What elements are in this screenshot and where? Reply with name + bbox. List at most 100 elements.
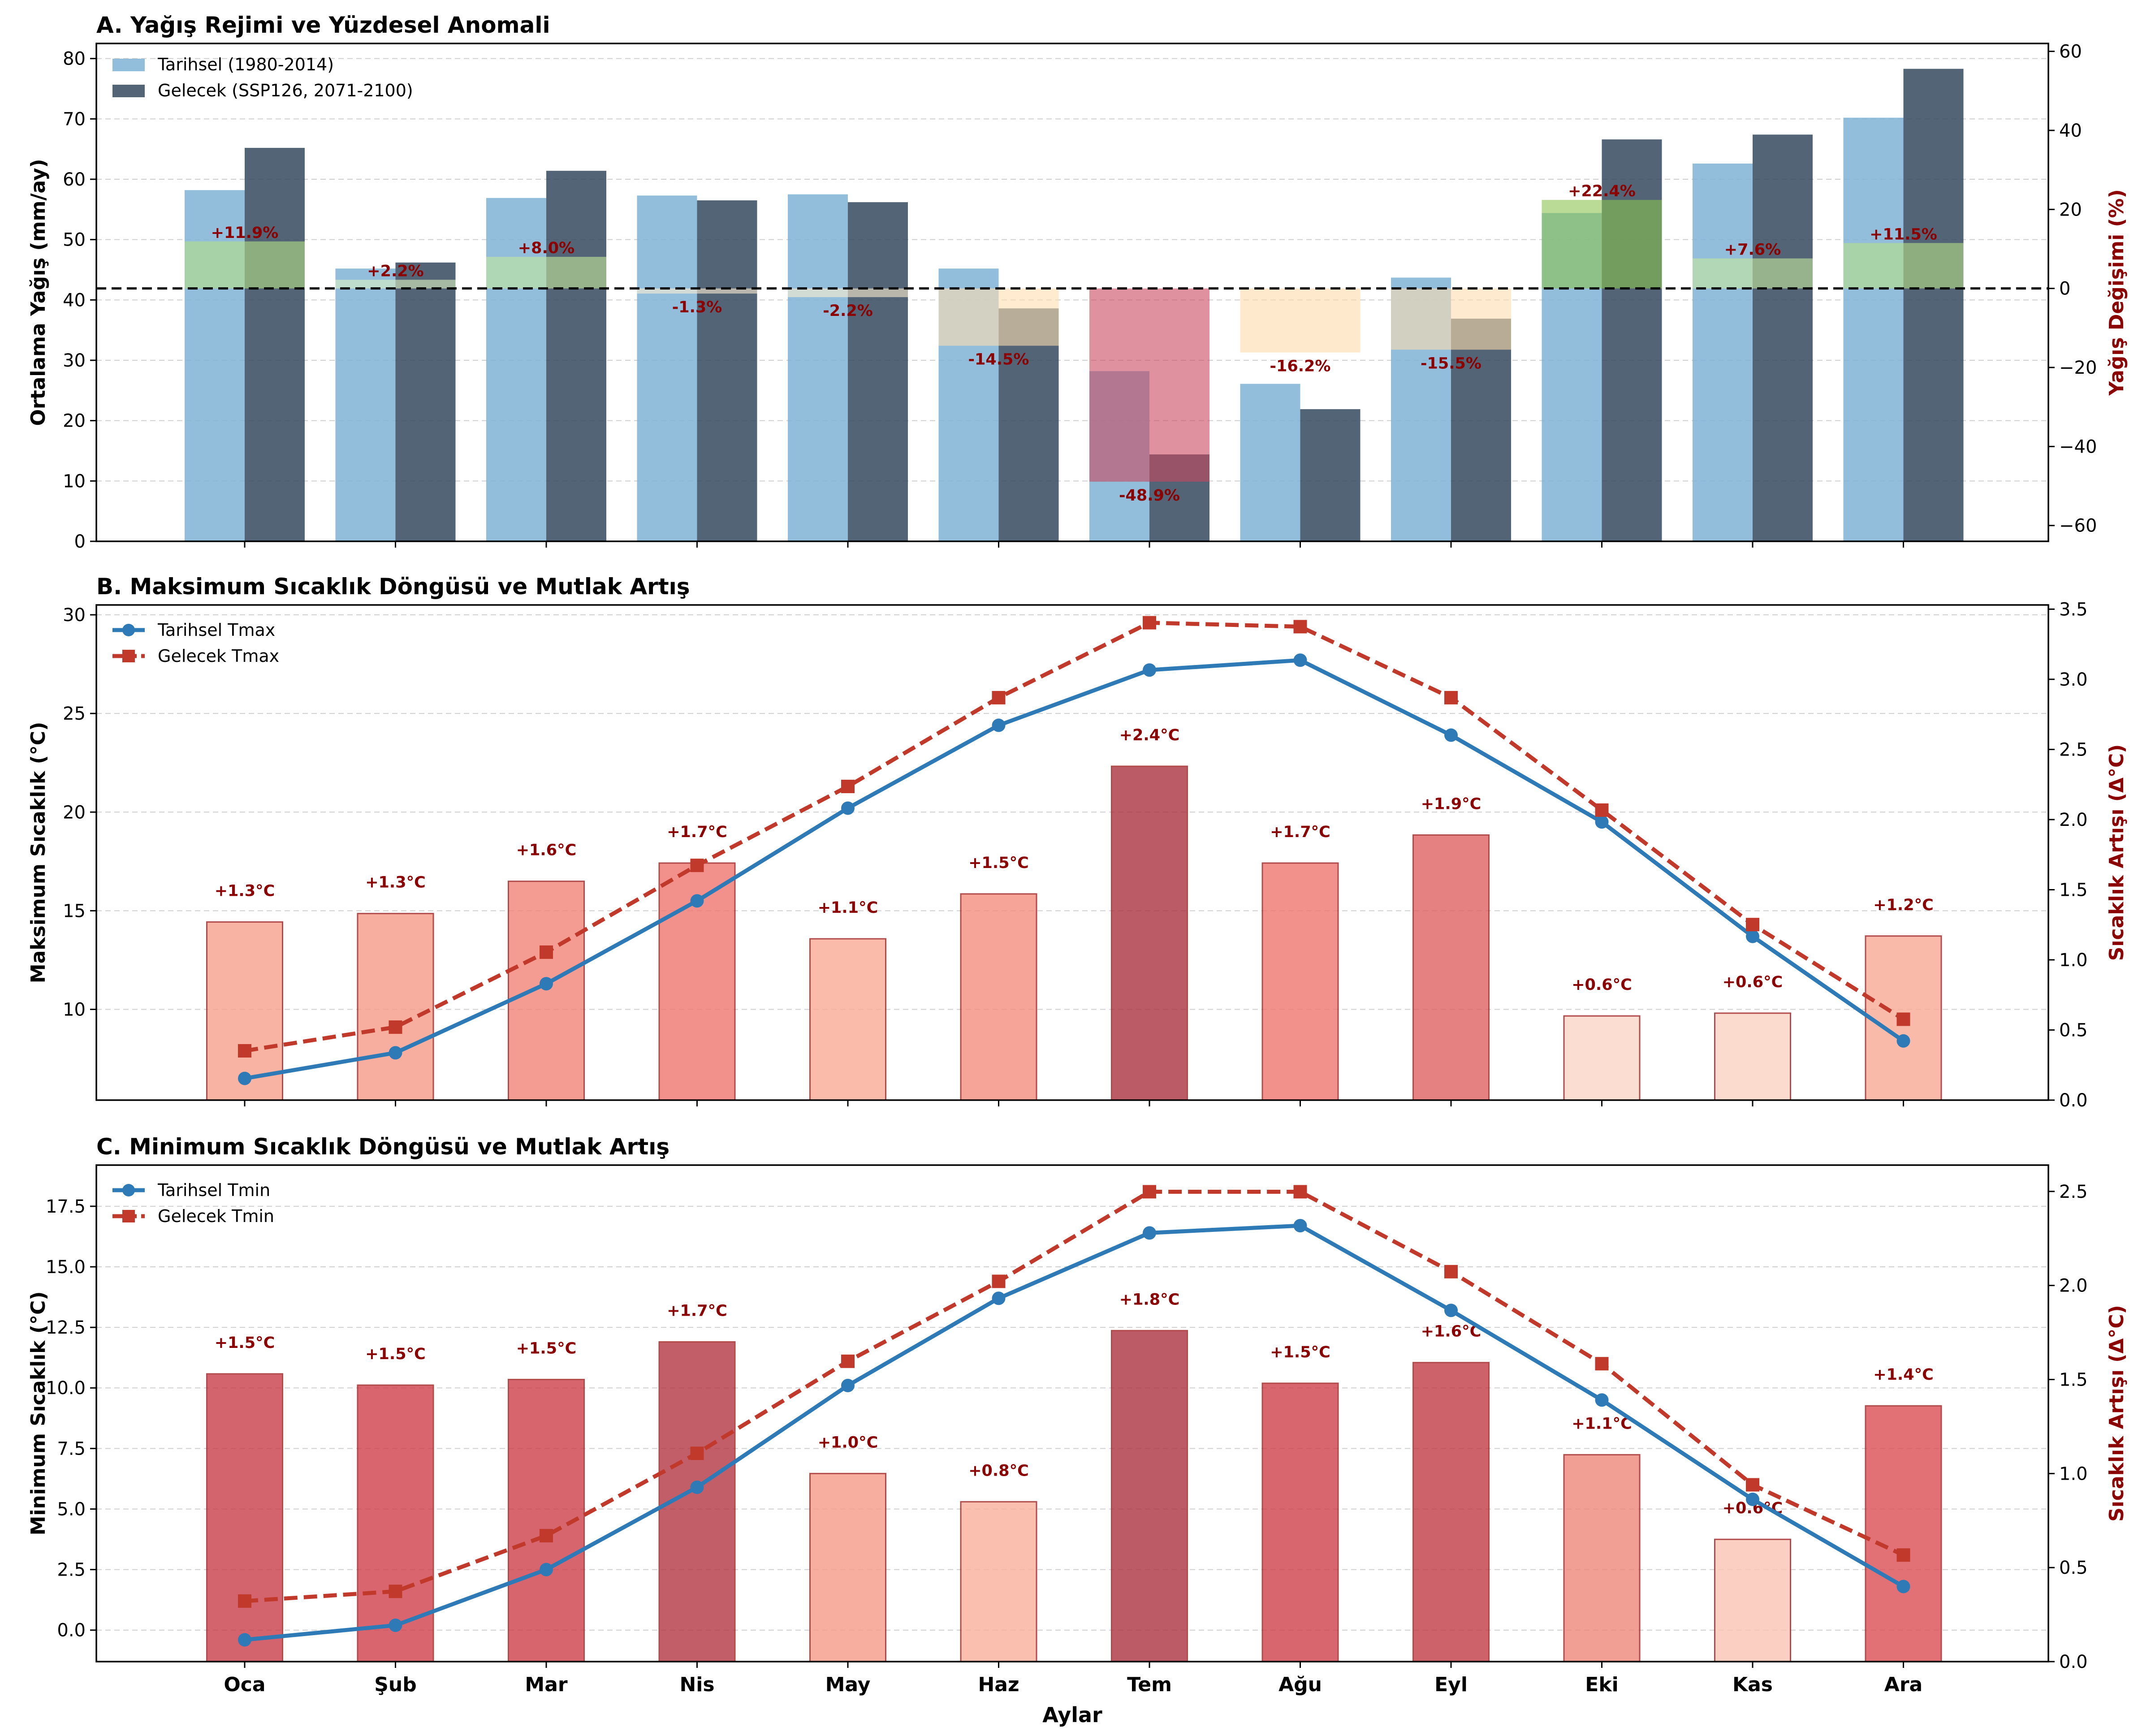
bar-warming	[960, 893, 1037, 1101]
point-historical	[1896, 1034, 1910, 1048]
bar-future	[546, 171, 606, 541]
point-future	[841, 1354, 855, 1368]
bar-warming	[357, 913, 434, 1101]
point-future	[389, 1020, 402, 1034]
x-tick-label: Tem	[1127, 1673, 1172, 1696]
y2-tick-label: 0.5	[2059, 1558, 2088, 1578]
legend-marker-future	[122, 1210, 135, 1222]
y2-axis-label: Yağış Değişimi (%)	[2105, 189, 2128, 396]
point-historical	[1896, 1580, 1910, 1593]
plot-frame	[95, 604, 2049, 1101]
bar-future	[245, 147, 305, 541]
line-historical	[244, 658, 1905, 1081]
y2-tick-label: 3.5	[2059, 599, 2088, 620]
legend-label-historical: Tarihsel (1980-2014)	[157, 55, 334, 74]
point-future	[1444, 691, 1458, 704]
warming-label: +1.5°C	[1270, 1343, 1330, 1361]
point-future	[992, 691, 1006, 704]
point-historical	[992, 1291, 1006, 1305]
anomaly-label: +11.9%	[211, 224, 279, 242]
point-historical	[841, 801, 855, 815]
y-tick-label: 30	[63, 350, 86, 371]
bar-warming	[1714, 1538, 1791, 1663]
point-future	[1595, 1357, 1609, 1371]
warming-label: +1.5°C	[516, 1339, 577, 1357]
y-tick-label: 25	[63, 704, 86, 724]
y-axis-label: Ortalama Yağış (mm/ay)	[27, 159, 50, 426]
y2-tick-label: 2.0	[2059, 810, 2088, 830]
bar-warming	[1412, 834, 1490, 1101]
bar-future	[395, 262, 456, 541]
anomaly-label: -2.2%	[823, 302, 873, 320]
point-historical	[1293, 653, 1307, 667]
x-tick-label: May	[825, 1673, 871, 1696]
anomaly-label: +2.2%	[367, 262, 423, 280]
legend-label-future: Gelecek Tmax	[158, 646, 279, 666]
point-future	[540, 1529, 553, 1542]
point-future	[1746, 918, 1759, 932]
y-tick-label: 5.0	[57, 1499, 86, 1520]
anomaly-label: +11.5%	[1870, 225, 1937, 243]
legend-swatch-future	[112, 85, 145, 97]
x-tick-label: Haz	[978, 1673, 1019, 1696]
y-tick-label: 20	[63, 411, 86, 432]
y2-tick-label: −20	[2059, 358, 2097, 378]
anomaly-label: -1.3%	[672, 298, 722, 316]
warming-label: +1.1°C	[1572, 1415, 1632, 1433]
bar-warming	[1865, 1405, 1942, 1663]
point-future	[1143, 1185, 1156, 1199]
y2-tick-label: −60	[2059, 516, 2097, 536]
anomaly-label: +7.6%	[1724, 241, 1781, 259]
bar-warming	[1563, 1015, 1641, 1101]
point-future	[1746, 1478, 1759, 1492]
warming-label: +0.6°C	[1572, 976, 1632, 994]
legend-label-historical: Tarihsel Tmin	[157, 1180, 270, 1200]
plot-frame	[95, 43, 2049, 542]
warming-label: +1.3°C	[215, 882, 275, 900]
point-historical	[1143, 663, 1156, 677]
point-future	[690, 1447, 704, 1460]
y-tick-label: 0	[74, 531, 86, 552]
y-tick-label: 10	[63, 999, 86, 1020]
y-tick-label: 7.5	[57, 1438, 86, 1459]
point-historical	[1293, 1219, 1307, 1233]
point-future	[1896, 1012, 1910, 1026]
bar-future	[848, 202, 908, 541]
y-tick-label: 10	[63, 471, 86, 492]
warming-label: +1.8°C	[1119, 1291, 1180, 1308]
legend-marker-historical	[122, 1184, 135, 1196]
point-future	[1293, 620, 1307, 634]
legend-marker-historical	[122, 624, 135, 636]
anomaly-label: +22.4%	[1568, 182, 1636, 200]
bar-warming	[1563, 1454, 1641, 1663]
point-historical	[1444, 728, 1458, 742]
x-tick-label: Ağu	[1278, 1673, 1322, 1696]
bar-warming	[1261, 862, 1339, 1101]
point-historical	[690, 1480, 704, 1494]
anomaly-label: -48.9%	[1119, 487, 1180, 505]
x-tick-label: Şub	[374, 1673, 417, 1696]
bar-warming	[960, 1501, 1037, 1663]
warming-label: +1.6°C	[516, 842, 577, 859]
warming-label: +1.2°C	[1873, 896, 1934, 914]
bar-historical	[1693, 163, 1753, 541]
legend-label-future: Gelecek Tmin	[158, 1206, 274, 1226]
point-future	[238, 1594, 251, 1608]
bar-anomaly	[1089, 288, 1209, 482]
x-axis-label: Aylar	[1042, 1703, 1102, 1727]
point-historical	[540, 977, 553, 991]
y-tick-label: 10.0	[46, 1378, 86, 1399]
y2-tick-label: 20	[2059, 199, 2082, 220]
bar-warming	[1714, 1012, 1791, 1101]
warming-label: +2.4°C	[1119, 726, 1180, 744]
bar-historical	[486, 198, 546, 541]
y-tick-label: 80	[63, 49, 86, 69]
warming-label: +1.9°C	[1421, 795, 1481, 813]
bar-future	[998, 308, 1059, 541]
y2-tick-label: −40	[2059, 436, 2097, 457]
legend-label-future: Gelecek (SSP126, 2071-2100)	[158, 81, 413, 100]
plot-frame	[95, 1164, 2049, 1663]
warming-label: +1.5°C	[968, 854, 1029, 872]
y2-tick-label: 0	[2059, 279, 2070, 299]
